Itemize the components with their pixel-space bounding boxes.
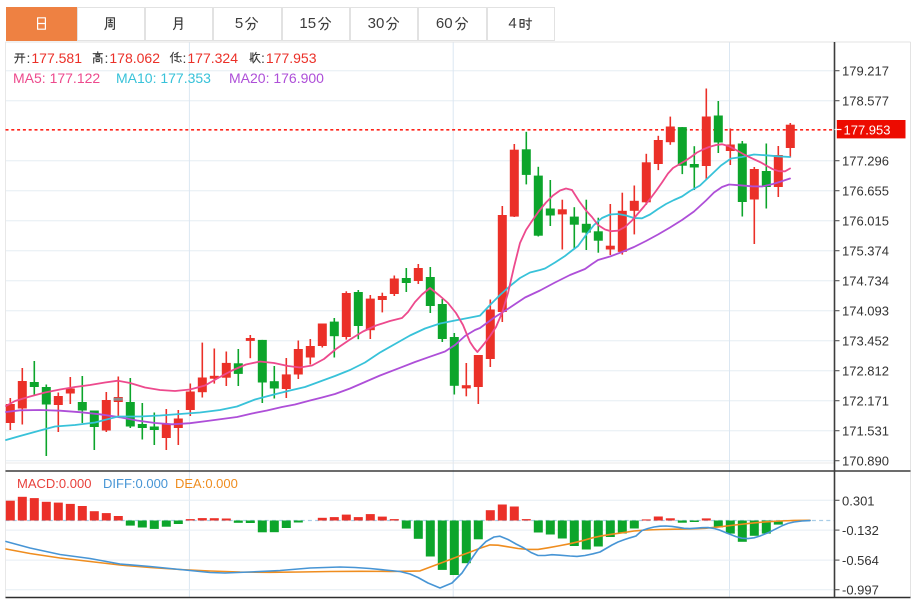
svg-text:176.015: 176.015 [842,214,889,229]
svg-text:179.217: 179.217 [842,64,889,79]
svg-text:175.374: 175.374 [842,244,889,259]
svg-text:172.812: 172.812 [842,364,889,379]
svg-text:178.577: 178.577 [842,94,889,109]
svg-text:-0.564: -0.564 [842,553,879,568]
svg-text:0.301: 0.301 [842,493,875,508]
svg-text:174.093: 174.093 [842,304,889,319]
svg-text:172.171: 172.171 [842,394,889,409]
svg-text:176.655: 176.655 [842,184,889,199]
svg-text:171.531: 171.531 [842,424,889,439]
svg-text:177.296: 177.296 [842,154,889,169]
svg-text:177.953: 177.953 [844,122,891,137]
svg-text:173.452: 173.452 [842,334,889,349]
svg-text:-0.997: -0.997 [842,583,879,598]
svg-text:-0.132: -0.132 [842,523,879,538]
svg-text:174.734: 174.734 [842,274,889,289]
svg-text:170.890: 170.890 [842,454,889,469]
